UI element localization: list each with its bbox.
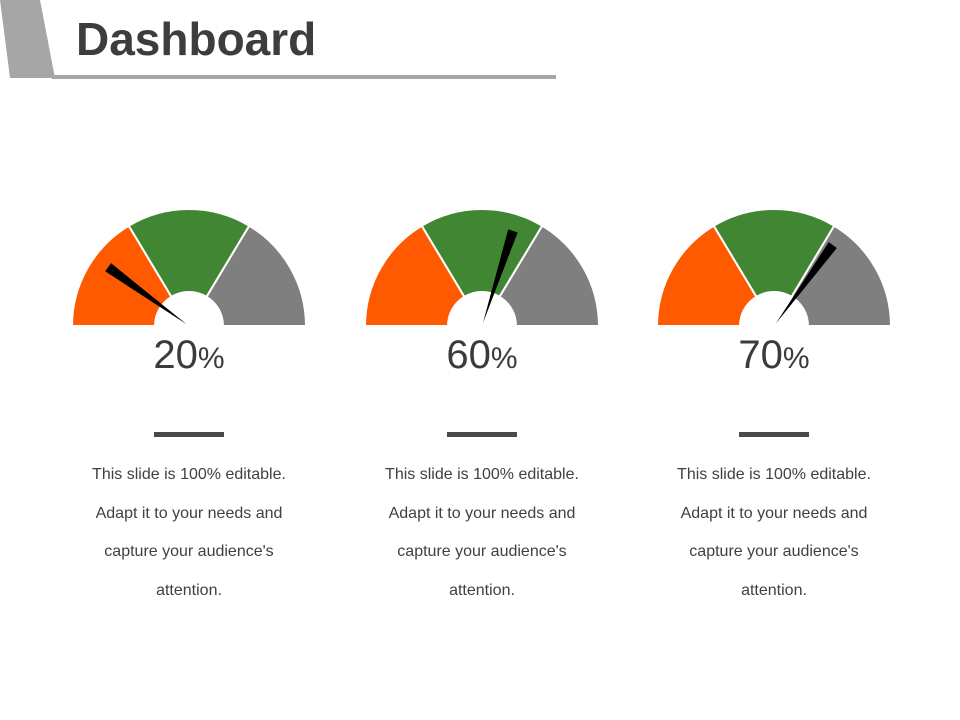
gauge-segment-low <box>655 224 758 327</box>
gauge-needle <box>775 242 837 324</box>
caption-line: attention. <box>741 581 807 599</box>
caption-line: capture your audience's <box>104 543 274 560</box>
gauge-caption: This slide is 100% editable. Adapt it to… <box>59 456 319 610</box>
gauge-value-readout: 60% <box>352 333 612 378</box>
caption-line: This slide is 100% editable. <box>385 466 579 483</box>
gauge-divider <box>447 432 517 437</box>
caption-line: Adapt it to your needs and <box>95 504 283 522</box>
gauge-caption: This slide is 100% editable. Adapt it to… <box>644 456 904 610</box>
gauge-segment-high <box>498 224 601 327</box>
gauge-segment-high <box>205 224 308 327</box>
caption-line: attention. <box>156 581 222 599</box>
gauge-value-number: 20 <box>153 333 198 377</box>
gauge-dial <box>70 208 308 327</box>
title-underline <box>52 75 556 79</box>
gauge-segment-low <box>363 224 466 327</box>
caption-line: This slide is 100% editable. <box>92 466 286 483</box>
gauge-dial <box>655 208 893 327</box>
caption-line: capture your audience's <box>689 543 859 560</box>
header-banner <box>0 0 960 90</box>
gauge-value-readout: 20% <box>59 333 319 378</box>
gauge-needle <box>105 263 187 325</box>
gauge-divider <box>739 432 809 437</box>
caption-line: This slide is 100% editable. <box>677 466 871 483</box>
gauge-caption: This slide is 100% editable. Adapt it to… <box>352 456 612 610</box>
caption-line: capture your audience's <box>397 543 567 560</box>
gauge-value-unit: % <box>490 342 518 375</box>
gauge-card-1: 20% This slide is 100% editable. Adapt i… <box>59 200 319 600</box>
gauge-divider <box>154 432 224 437</box>
gauge-needle <box>482 229 518 324</box>
title-tab-decoration <box>0 0 556 79</box>
title-tab-slant <box>0 0 55 78</box>
gauge-value-number: 60 <box>446 333 491 377</box>
gauge-value-unit: % <box>197 342 225 375</box>
caption-line: Adapt it to your needs and <box>388 504 576 522</box>
gauge-card-2: 60% This slide is 100% editable. Adapt i… <box>352 200 612 600</box>
gauge-dial <box>363 208 601 327</box>
gauge-value-readout: 70% <box>644 333 904 378</box>
gauge-value-unit: % <box>782 342 810 375</box>
page-title: Dashboard <box>76 13 317 65</box>
gauge-segment-high <box>790 224 893 327</box>
gauge-card-3: 70% This slide is 100% editable. Adapt i… <box>644 200 904 600</box>
gauge-value-number: 70 <box>738 333 783 377</box>
caption-line: Adapt it to your needs and <box>680 504 868 522</box>
caption-line: attention. <box>449 581 515 599</box>
